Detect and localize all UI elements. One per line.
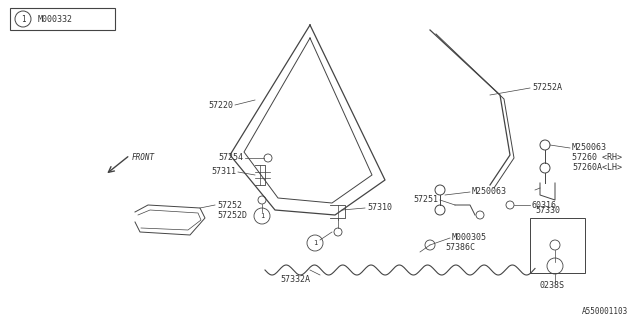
Text: 1: 1 [313,240,317,246]
Text: 57311: 57311 [211,167,236,177]
Text: 57252D: 57252D [217,211,247,220]
Text: FRONT: FRONT [132,154,155,163]
Text: 60316: 60316 [532,201,557,210]
Text: 0238S: 0238S [540,281,565,290]
Text: 57330: 57330 [535,206,560,215]
Bar [10,8,115,30]
Text: 57310: 57310 [367,204,392,212]
Text: 57386C: 57386C [445,244,475,252]
Text: M250063: M250063 [472,188,507,196]
Bar [530,218,585,273]
Text: 57260 <RH>: 57260 <RH> [572,154,622,163]
Text: M250063: M250063 [572,143,607,153]
Text: 57251: 57251 [413,196,438,204]
Text: 1: 1 [260,213,264,219]
Text: 57220: 57220 [208,100,233,109]
Text: M000332: M000332 [38,14,73,23]
Text: 57254: 57254 [218,154,243,163]
Text: 57252A: 57252A [532,84,562,92]
Text: 57332A: 57332A [280,276,310,284]
Text: M000305: M000305 [452,234,487,243]
Text: A550001103: A550001103 [582,308,628,316]
Text: 57260A<LH>: 57260A<LH> [572,163,622,172]
Text: 1: 1 [20,14,26,23]
Text: 57252: 57252 [217,201,242,210]
